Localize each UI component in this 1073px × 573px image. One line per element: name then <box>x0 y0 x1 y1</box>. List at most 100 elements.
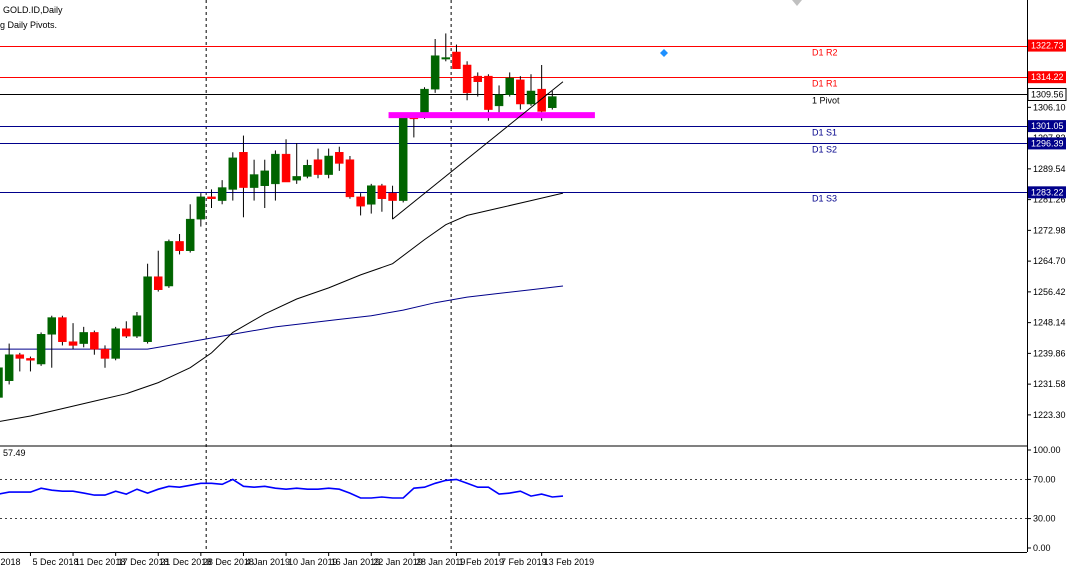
candle <box>0 367 3 398</box>
candle <box>441 33 451 62</box>
candle <box>239 135 248 218</box>
drawing-objects <box>388 0 802 220</box>
price-tag: 1283.22 <box>1028 186 1066 199</box>
candle-body <box>58 317 67 342</box>
candle <box>324 148 333 179</box>
candle-body <box>90 332 99 350</box>
indicator-name: g Daily Pivots. <box>0 20 57 30</box>
price-tag-box <box>1028 71 1066 84</box>
candle-body <box>281 153 291 183</box>
price-tag-box <box>1028 186 1066 199</box>
candle <box>398 115 408 203</box>
candle <box>36 332 46 366</box>
pivot-label: D1 R2 <box>812 48 838 58</box>
candle-body <box>473 75 482 82</box>
candle <box>175 234 184 255</box>
period-separators <box>205 0 452 552</box>
price-tick-label: 1289.54 <box>1033 164 1066 174</box>
candle <box>196 193 206 227</box>
date-tick-label: 2018 <box>1 557 21 567</box>
rsi-tick-label: 0.00 <box>1033 543 1051 553</box>
candle-body <box>239 152 248 188</box>
candle <box>377 183 387 212</box>
candle-body <box>494 94 504 107</box>
candle <box>356 193 365 216</box>
price-tag: 1314.22 <box>1028 71 1066 84</box>
date-tick-label: 11 Dec 2018 <box>75 557 125 567</box>
candle <box>154 250 163 292</box>
rsi-value-label: 57.49 <box>3 448 26 458</box>
candle <box>68 323 78 350</box>
candle-body <box>430 55 440 90</box>
candle-body <box>303 165 312 177</box>
candle-body <box>0 367 3 398</box>
date-tick-label: 16 Jan 2019 <box>331 557 381 567</box>
pivot-label: D1 S1 <box>812 128 837 138</box>
date-tick-label: 13 Feb 2019 <box>544 557 595 567</box>
candle-body <box>484 75 493 110</box>
rsi-panel <box>0 445 1027 519</box>
candle <box>430 39 440 93</box>
candle-body <box>260 170 269 186</box>
price-tag-label: 1309.56 <box>1031 89 1064 99</box>
candle <box>15 352 25 372</box>
rsi-line <box>0 478 564 499</box>
price-tag-label: 1301.05 <box>1031 121 1064 131</box>
price-tick-label: 1281.26 <box>1033 195 1066 205</box>
candle-body <box>388 192 397 201</box>
pivot-label: 1 Pivot <box>812 96 840 106</box>
candle-body <box>228 157 238 190</box>
candle-body <box>185 218 195 251</box>
price-tick-label: 1306.10 <box>1033 102 1066 112</box>
date-tick-label: 28 Jan 2019 <box>416 557 466 567</box>
candle <box>452 44 461 69</box>
candle <box>207 189 216 208</box>
scroll-arrow-icon <box>792 0 802 6</box>
candle-body <box>548 96 557 108</box>
date-tick-label: 21 Dec 2018 <box>160 557 211 567</box>
ma-fast-line <box>0 192 564 422</box>
candle-body <box>537 88 546 112</box>
price-tick-label: 1231.58 <box>1033 379 1066 389</box>
date-tick-label: 5 Dec 2018 <box>32 557 78 567</box>
date-tick-label: 4 Jan 2019 <box>245 557 290 567</box>
candle-body <box>79 332 88 344</box>
candle-body <box>324 155 333 175</box>
candle-body <box>367 185 376 205</box>
ma-slow-line <box>0 285 564 350</box>
candle-body <box>345 159 355 198</box>
rsi-tick-label: 100.00 <box>1033 445 1061 455</box>
candle <box>271 150 280 201</box>
candle-body <box>452 51 461 69</box>
symbol-title: GOLD.ID,Daily <box>3 5 63 15</box>
candle-body <box>100 348 110 359</box>
price-tick-label: 1223.30 <box>1033 410 1066 420</box>
price-tag-label: 1283.22 <box>1031 187 1064 197</box>
candle-body <box>398 116 408 201</box>
support-zone <box>388 112 595 119</box>
candle <box>217 180 227 205</box>
candle <box>335 146 344 171</box>
candle <box>494 85 504 116</box>
candle <box>526 74 536 106</box>
candle-body <box>516 79 525 105</box>
price-tick-label: 1239.86 <box>1033 348 1066 358</box>
candle <box>281 139 291 183</box>
date-tick-label: 1 Feb 2019 <box>458 557 504 567</box>
rsi-tick-label: 30.00 <box>1033 514 1056 524</box>
candle <box>132 312 142 338</box>
price-tag: 1309.56 <box>1027 87 1067 101</box>
candle-body <box>175 241 184 251</box>
price-tag-label: 1322.73 <box>1031 41 1064 51</box>
candle-body <box>47 317 56 335</box>
price-tag-label: 1296.39 <box>1031 138 1064 148</box>
candle-body <box>196 196 206 220</box>
candle <box>122 321 131 338</box>
price-tag-label: 1314.22 <box>1031 72 1064 82</box>
candle <box>516 76 525 110</box>
candle-body <box>154 276 163 290</box>
candle <box>292 143 301 184</box>
candle <box>79 326 88 348</box>
